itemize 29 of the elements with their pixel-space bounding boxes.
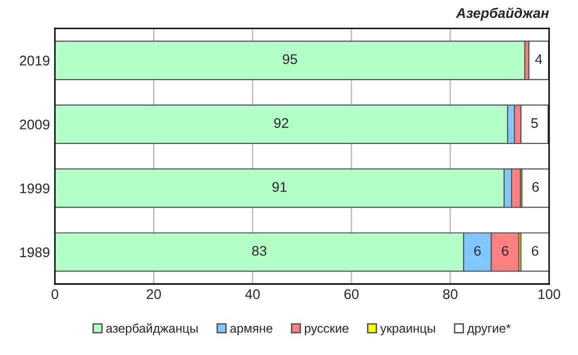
data-label: 6 — [474, 246, 481, 256]
data-label: 91 — [272, 182, 287, 192]
x-tick-label: 100 — [538, 289, 560, 300]
data-label: 6 — [532, 246, 538, 256]
data-label: 4 — [535, 54, 542, 64]
x-tick-label: 60 — [344, 289, 359, 300]
y-tick-label: 1989 — [20, 247, 50, 258]
x-tick-label: 0 — [52, 289, 58, 300]
x-tick-label: 20 — [146, 289, 161, 300]
legend-label: азербайджанцы — [106, 323, 198, 336]
bar — [54, 40, 526, 80]
chart-title: Азербайджан — [456, 7, 549, 21]
data-label: 5 — [531, 118, 538, 128]
data-label: 6 — [502, 246, 508, 256]
legend-label: украинцы — [380, 326, 435, 336]
y-tick-label: 1999 — [20, 183, 50, 194]
bar — [528, 40, 550, 80]
x-tick-label: 80 — [443, 289, 458, 300]
legend-label: армяне — [230, 326, 272, 336]
y-tick-label: 2009 — [20, 120, 50, 130]
legend-label: другие* — [467, 324, 511, 336]
legend-label: русские — [304, 326, 348, 336]
data-label: 95 — [282, 54, 298, 64]
bar — [520, 232, 550, 272]
data-label: 83 — [252, 246, 266, 256]
x-tick-label: 40 — [245, 289, 260, 300]
data-label: 6 — [532, 182, 539, 192]
data-label: 92 — [274, 118, 288, 128]
y-tick-label: 2019 — [20, 56, 50, 66]
